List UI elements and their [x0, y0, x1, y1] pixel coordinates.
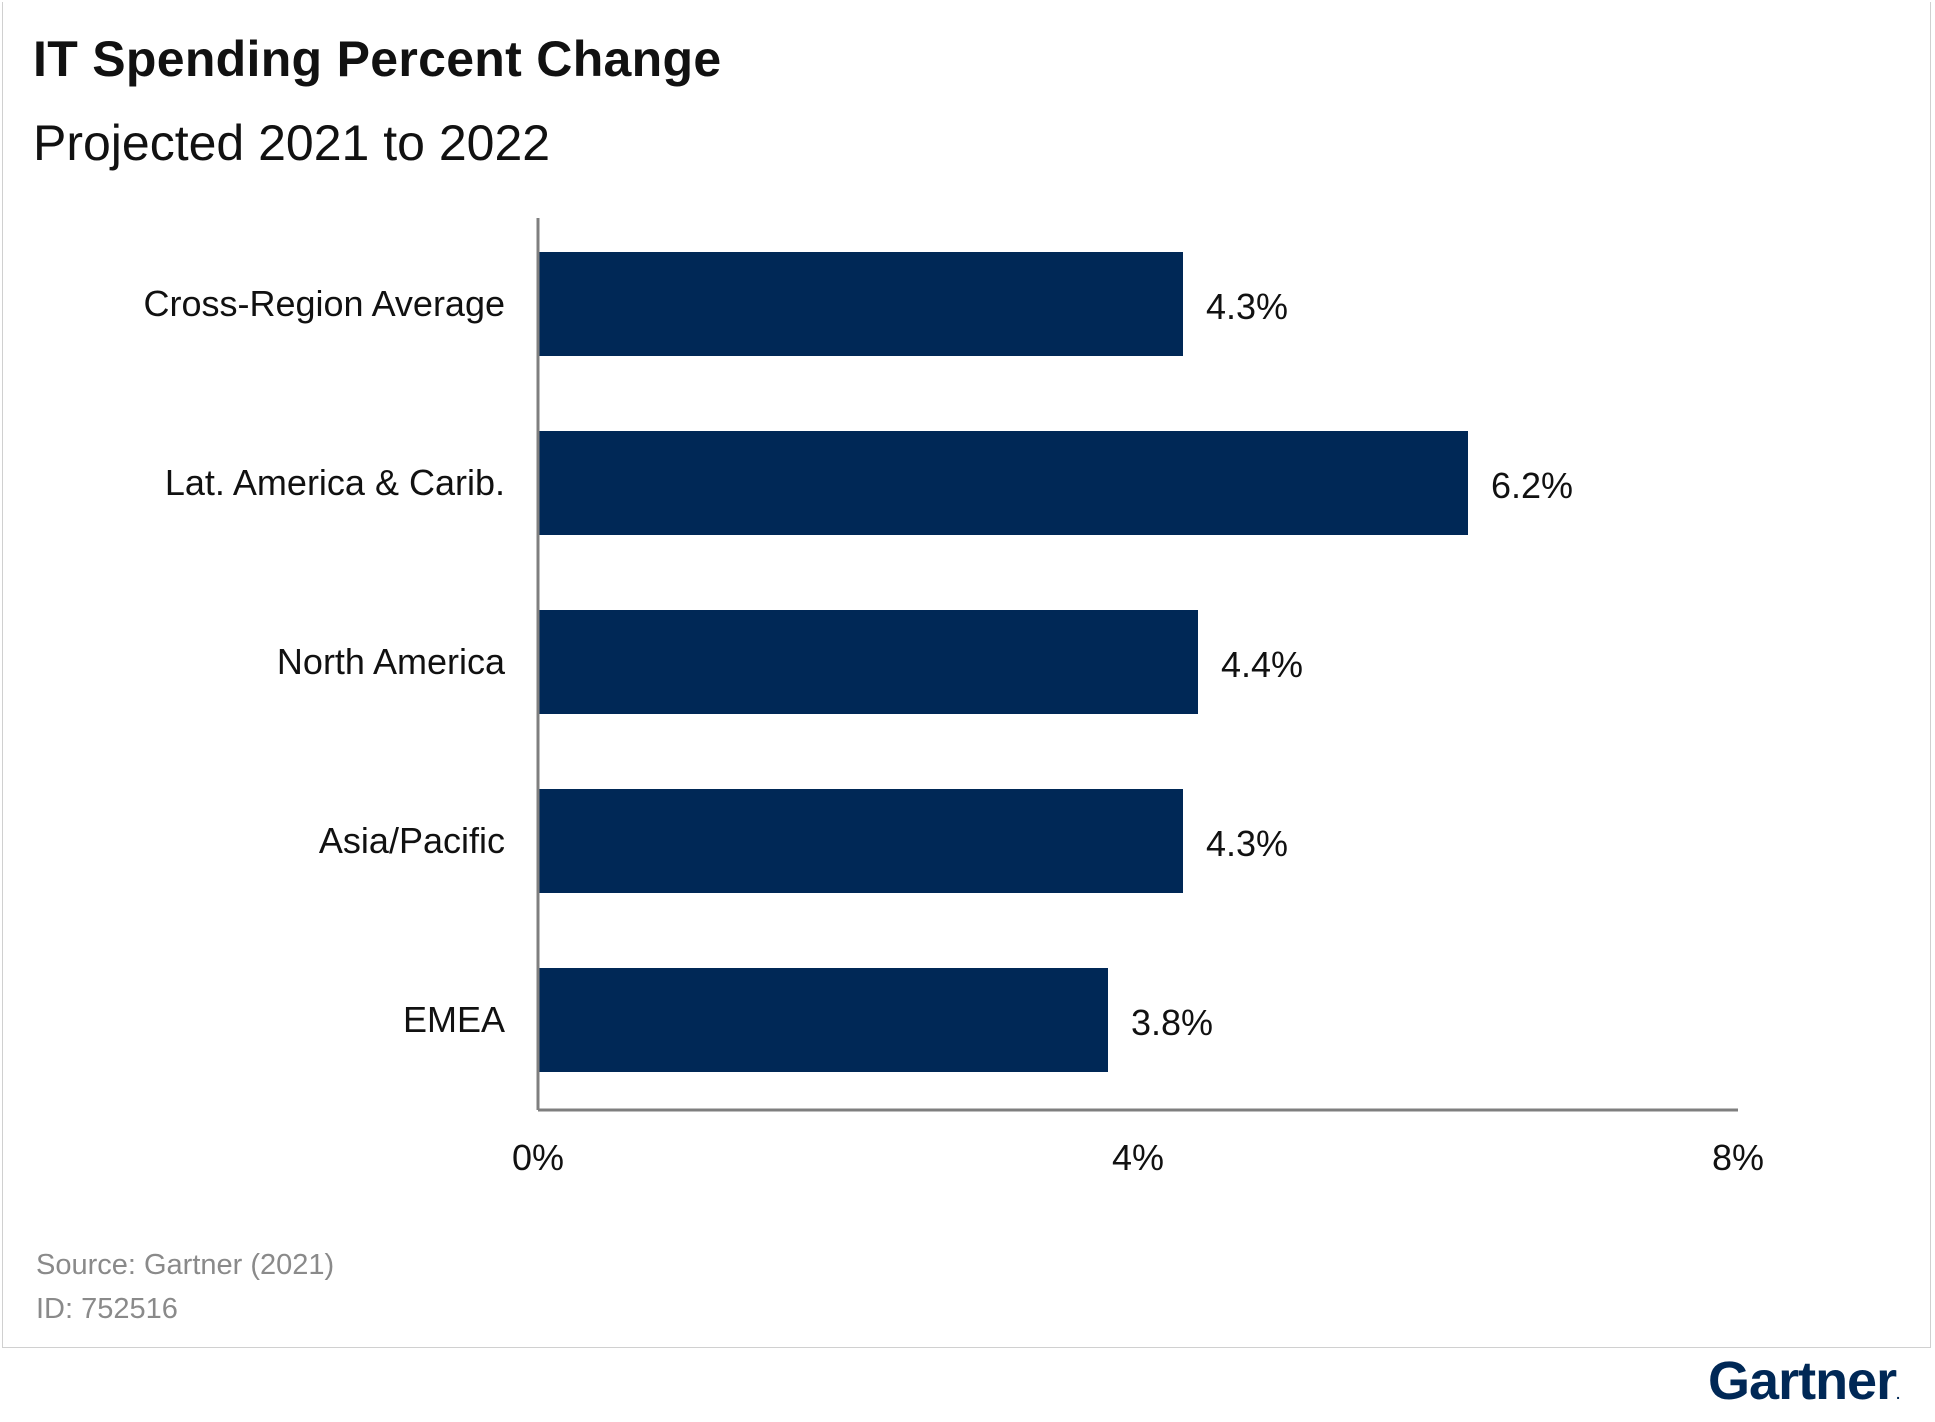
- figure-id: ID: 752516: [36, 1293, 178, 1325]
- source-note: Source: Gartner (2021): [36, 1249, 335, 1281]
- chart-subtitle: Projected 2021 to 2022: [33, 115, 551, 171]
- data-label: 4.3%: [1206, 286, 1288, 327]
- bar: [538, 431, 1468, 535]
- category-label: Asia/Pacific: [319, 820, 505, 861]
- category-label: Cross-Region Average: [143, 283, 505, 324]
- gartner-logo: Gartner.: [1708, 1350, 1900, 1412]
- data-label: 6.2%: [1491, 465, 1573, 506]
- x-tick-label: 0%: [512, 1137, 564, 1178]
- chart-title: IT Spending Percent Change: [33, 31, 722, 87]
- data-label: 4.4%: [1221, 644, 1303, 685]
- logo-text: Gartner: [1708, 1351, 1897, 1411]
- data-label: 4.3%: [1206, 823, 1288, 864]
- x-tick-label: 4%: [1112, 1137, 1164, 1178]
- category-labels-group: Cross-Region Average Lat. America & Carib…: [143, 283, 506, 1040]
- category-label: Lat. America & Carib.: [165, 462, 505, 503]
- data-label: 3.8%: [1131, 1002, 1213, 1043]
- bar: [538, 968, 1108, 1072]
- bar-chart: Cross-Region Average Lat. America & Carib…: [143, 218, 1764, 1178]
- category-label: EMEA: [403, 999, 505, 1040]
- bar: [538, 610, 1198, 714]
- category-label: North America: [277, 641, 506, 682]
- bar: [538, 789, 1183, 893]
- chart-card: IT Spending Percent Change Projected 202…: [2, 2, 1931, 1348]
- bars-group: [538, 252, 1468, 1072]
- x-tick-label: 8%: [1712, 1137, 1764, 1178]
- tick-labels-group: 0% 4% 8%: [512, 1137, 1764, 1178]
- logo-mark: .: [1896, 1386, 1900, 1402]
- axes-group: [536, 218, 1738, 1112]
- bar: [538, 252, 1183, 356]
- value-labels-group: 4.3% 6.2% 4.4% 4.3% 3.8%: [1131, 286, 1573, 1043]
